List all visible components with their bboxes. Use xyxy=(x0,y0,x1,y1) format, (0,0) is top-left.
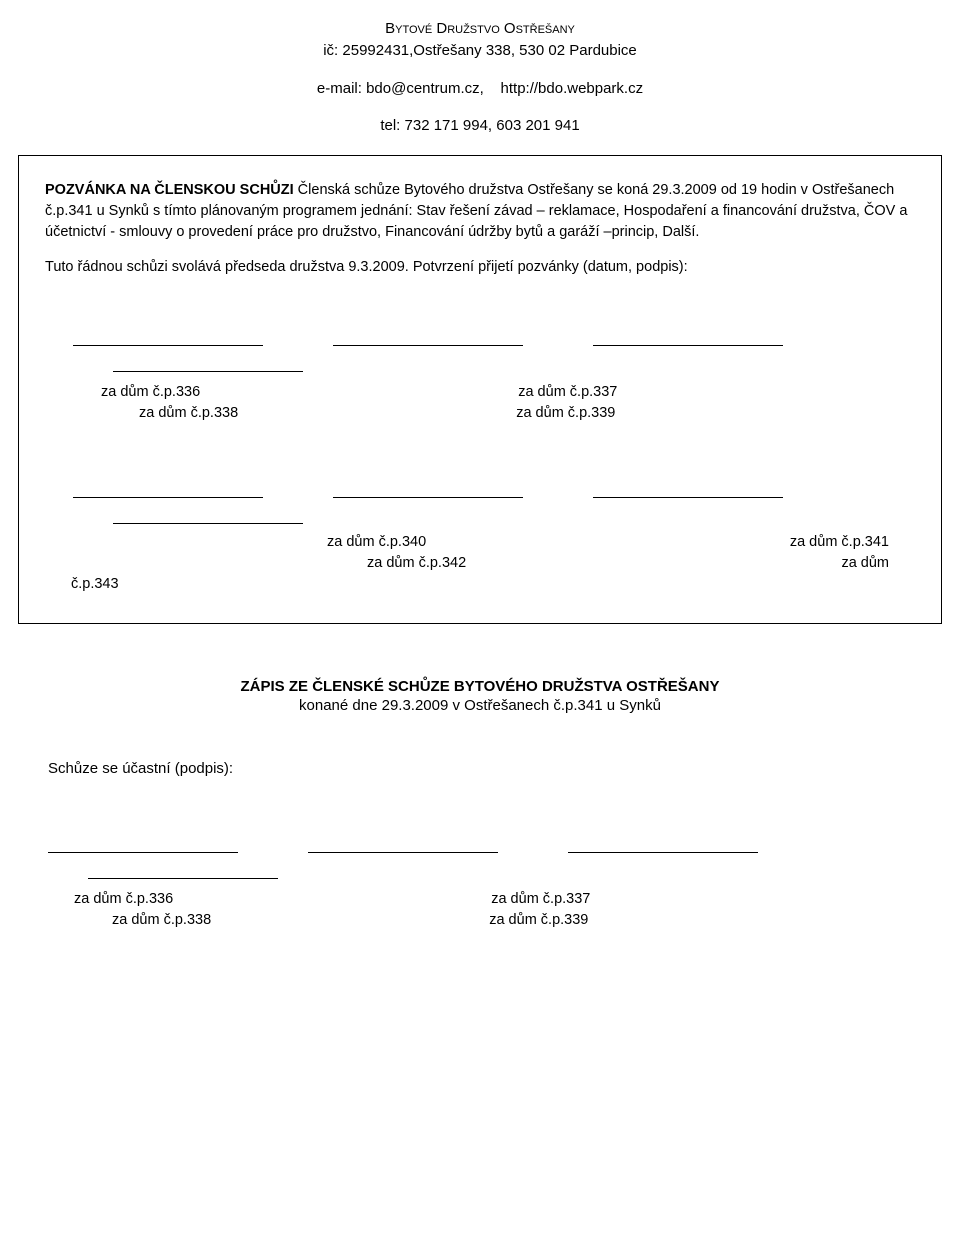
signature-line xyxy=(88,861,278,879)
sig-label-341: za dům č.p.341 xyxy=(790,532,915,553)
signature-row-2b xyxy=(45,506,915,524)
minutes-subtitle: konané dne 29.3.2009 v Ostřešanech č.p.3… xyxy=(0,697,960,714)
sig-label-339: za dům č.p.339 xyxy=(489,912,588,928)
sig-label-row: za dům č.p.338 za dům č.p.339 xyxy=(45,403,915,424)
sig-label-row: za dům č.p.340 za dům č.p.341 xyxy=(45,532,915,553)
signature-labels-2: za dům č.p.340 za dům č.p.341 za dům č.p… xyxy=(45,532,915,595)
signature-line xyxy=(73,480,263,498)
invitation-confirm: Tuto řádnou schůzi svolává předseda druž… xyxy=(45,257,915,278)
sig-label-338: za dům č.p.338 xyxy=(139,405,238,421)
invitation-title: POZVÁNKA NA ČLENSKOU SCHŮZI xyxy=(45,182,294,198)
invitation-paragraph: POZVÁNKA NA ČLENSKOU SCHŮZI Členská schů… xyxy=(45,180,915,243)
sig-label-row: za dům č.p.342 za dům xyxy=(45,553,915,574)
sig-label-row: za dům č.p.336 za dům č.p.337 xyxy=(45,382,915,403)
sig-label-336: za dům č.p.336 xyxy=(74,891,173,907)
signature-line xyxy=(568,835,758,853)
signature-line xyxy=(333,328,523,346)
org-name-text: Bytové Družstvo Ostřešany xyxy=(385,20,575,37)
signature-row-2a xyxy=(45,480,915,498)
sig-label-row: za dům č.p.338 za dům č.p.339 xyxy=(48,910,960,931)
document-page: Bytové Družstvo Ostřešany ič: 25992431,O… xyxy=(0,0,960,971)
signature-line xyxy=(113,354,303,372)
sig-label-337: za dům č.p.337 xyxy=(518,384,617,400)
sig-label-336: za dům č.p.336 xyxy=(101,384,200,400)
sig-label-343: č.p.343 xyxy=(45,574,915,595)
signature-line xyxy=(48,835,238,853)
minutes-title: ZÁPIS ZE ČLENSKÉ SCHŮZE BYTOVÉHO DRUŽSTV… xyxy=(0,678,960,695)
signature-line xyxy=(308,835,498,853)
sig-label-337: za dům č.p.337 xyxy=(491,891,590,907)
sig-label-342: za dům č.p.342 xyxy=(45,553,466,574)
sig-label-row: za dům č.p.336 za dům č.p.337 xyxy=(48,889,960,910)
url-text: http://bdo.webpark.cz xyxy=(501,80,644,97)
sig-label-338: za dům č.p.338 xyxy=(112,912,211,928)
sig-label-340: za dům č.p.340 xyxy=(45,532,426,553)
sig-label-zadum: za dům xyxy=(841,553,915,574)
letterhead: Bytové Družstvo Ostřešany ič: 25992431,O… xyxy=(0,18,960,137)
sig-label-339: za dům č.p.339 xyxy=(516,405,615,421)
signature-line xyxy=(333,480,523,498)
attendance-label: Schůze se účastní (podpis): xyxy=(48,760,960,777)
signature-line xyxy=(73,328,263,346)
org-tel: tel: 732 171 994, 603 201 941 xyxy=(0,115,960,137)
signature-labels-1: za dům č.p.336 za dům č.p.337 za dům č.p… xyxy=(45,382,915,424)
signature-line xyxy=(113,506,303,524)
signature-row-1a xyxy=(45,328,915,346)
email-text: e-mail: bdo@centrum.cz, xyxy=(317,80,484,97)
org-contact: e-mail: bdo@centrum.cz, http://bdo.webpa… xyxy=(0,78,960,100)
signature-row-1b xyxy=(45,354,915,372)
signature-row-3b xyxy=(0,861,960,879)
signature-line xyxy=(593,480,783,498)
org-address: ič: 25992431,Ostřešany 338, 530 02 Pardu… xyxy=(0,40,960,62)
signature-row-3a xyxy=(0,835,960,853)
org-name: Bytové Družstvo Ostřešany xyxy=(0,18,960,40)
invitation-box: POZVÁNKA NA ČLENSKOU SCHŮZI Členská schů… xyxy=(18,155,942,624)
signature-group-2: za dům č.p.340 za dům č.p.341 za dům č.p… xyxy=(45,480,915,595)
signature-line xyxy=(593,328,783,346)
signature-labels-3: za dům č.p.336 za dům č.p.337 za dům č.p… xyxy=(0,889,960,931)
